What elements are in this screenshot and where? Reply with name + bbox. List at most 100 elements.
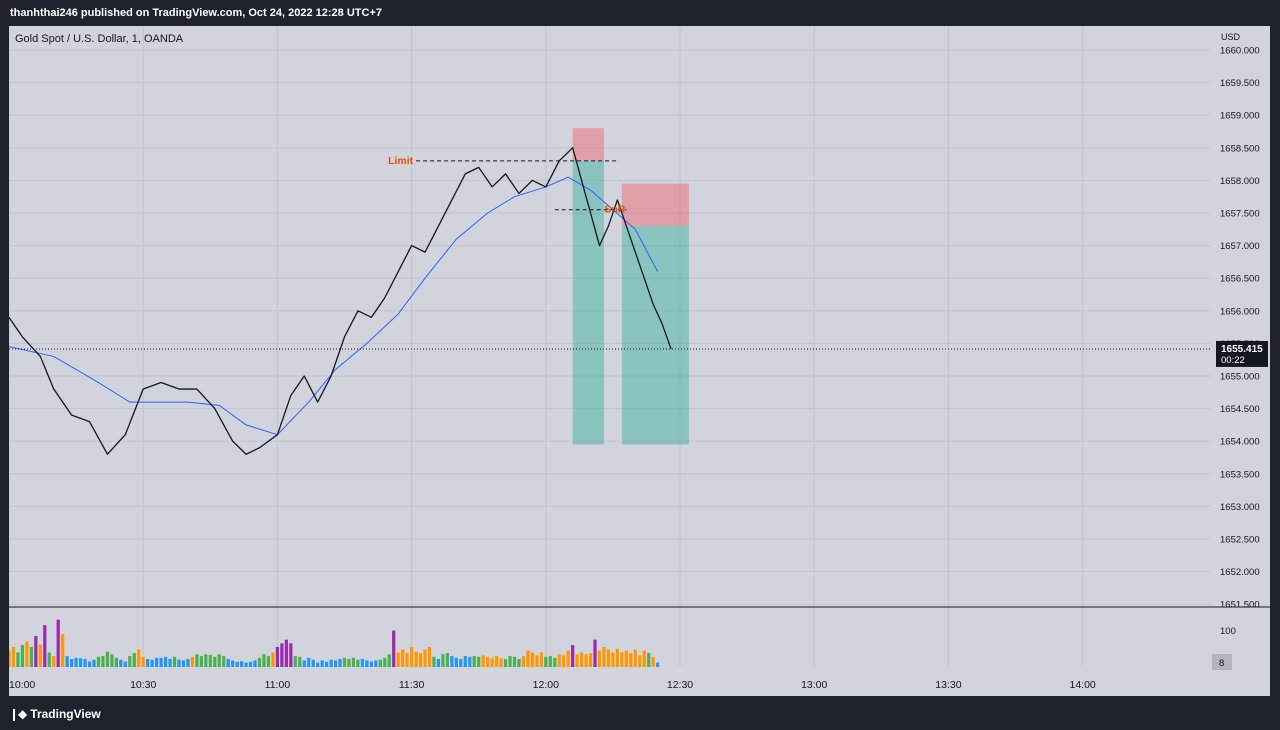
volume-bar [539,652,543,667]
stop-loss-zone[interactable] [572,128,604,161]
price-tick-label: 1651.500 [1220,600,1260,611]
volume-bar [61,634,65,667]
volume-bar [338,658,342,667]
volume-bar [642,650,646,667]
volume-bar [512,656,517,667]
volume-bar [181,660,186,667]
chart-frame[interactable]: Limit SnR 1660.000 1659.500 1659.000 1658.50… [9,26,1270,696]
volume-bar [38,644,42,667]
time-tick-label: 11:30 [399,679,425,691]
price-chart[interactable]: Limit SnR 1660.000 1659.500 1659.000 1658.50… [9,26,1270,696]
volume-bar [155,657,159,667]
position-zones [572,128,689,445]
volume-bar [257,657,262,667]
take-profit-zone[interactable] [572,160,604,445]
price-tick-label: 1659.500 [1220,78,1260,89]
volume-bar [459,658,463,667]
take-profit-zone[interactable] [621,226,689,445]
time-tick-label: 12:00 [533,679,559,691]
volume-bar [584,654,588,667]
volume-bar [47,652,51,667]
price-tick-label: 1654.500 [1220,404,1260,415]
volume-bar [383,657,387,667]
volume-bar [226,658,230,667]
price-tick-label: 1657.500 [1220,209,1260,220]
volume-bar [454,657,458,667]
volume-bar [141,656,145,667]
volume-bar [316,662,320,667]
volume-bar [629,653,633,667]
volume-bar [521,656,526,667]
volume-bar [401,649,405,667]
volume-bar [580,652,584,667]
volume-bar [356,659,360,667]
volume-bar [548,656,552,667]
volume-bar [490,658,494,667]
volume-bar [481,655,485,667]
tradingview-brand: TradingView [30,707,101,721]
volume-bar [311,659,315,667]
price-tick-label: 1659.000 [1220,111,1260,122]
volume-bar [374,660,378,667]
volume-bar [168,658,172,667]
volume-bar [508,656,512,667]
volume-bar [217,654,221,667]
volume-bar [190,656,195,667]
volume-bar [360,658,365,667]
volume-bar [20,645,25,667]
time-tick-label: 13:00 [801,679,827,691]
volume-bar [65,656,69,667]
chart-grid [9,26,1210,667]
volume-bar [74,657,78,667]
volume-bar [432,656,436,667]
volume-bar [499,658,503,667]
volume-bar [101,656,105,667]
annotation-label: Limit [388,155,414,167]
volume-bar [450,656,454,667]
price-tick-label: 1654.000 [1220,437,1260,448]
volume-bar [477,656,481,667]
volume-bar [445,653,449,667]
volume-bar [517,658,521,667]
volume-bar [213,656,217,667]
volume-bar [633,649,637,667]
volume-bar [34,636,38,667]
volume-bar [427,646,432,667]
time-tick-label: 11:00 [265,679,291,691]
volume-bar [638,655,642,667]
volume-pane [9,619,660,667]
volume-bar [123,661,127,667]
volume-bar [597,650,602,667]
volume-bar [651,656,655,667]
volume-bar [275,646,280,667]
volume-bar [128,656,132,667]
volume-bar [405,653,409,667]
time-tick-label: 14:00 [1069,679,1095,691]
volume-bar [463,656,467,667]
stop-loss-zone[interactable] [621,183,689,227]
volume-bar [562,655,566,667]
moving-average-line [9,176,659,436]
volume-bar [526,650,530,667]
volume-bar [530,652,534,667]
volume-bar [253,660,257,667]
volume-bar [240,661,244,667]
volume-bar [342,657,347,667]
volume-bar [414,651,418,667]
volume-bar [56,619,60,667]
volume-bar [557,654,561,667]
volume-bar [535,655,539,667]
volume-bar [16,652,20,667]
volume-bar [159,657,163,667]
volume-bar [351,657,356,667]
volume-bar [114,657,118,667]
volume-bar [468,656,472,667]
annotation-label: SnR [604,204,625,216]
volume-bar [392,630,396,667]
tradingview-footer[interactable]: ❙◆ TradingView [9,707,101,721]
volume-bar [553,657,557,667]
countdown-value: 00:22 [1221,355,1245,366]
chart-title: Gold Spot / U.S. Dollar, 1, OANDA [15,33,184,45]
volume-bar [195,654,199,667]
volume-bar [110,654,114,667]
